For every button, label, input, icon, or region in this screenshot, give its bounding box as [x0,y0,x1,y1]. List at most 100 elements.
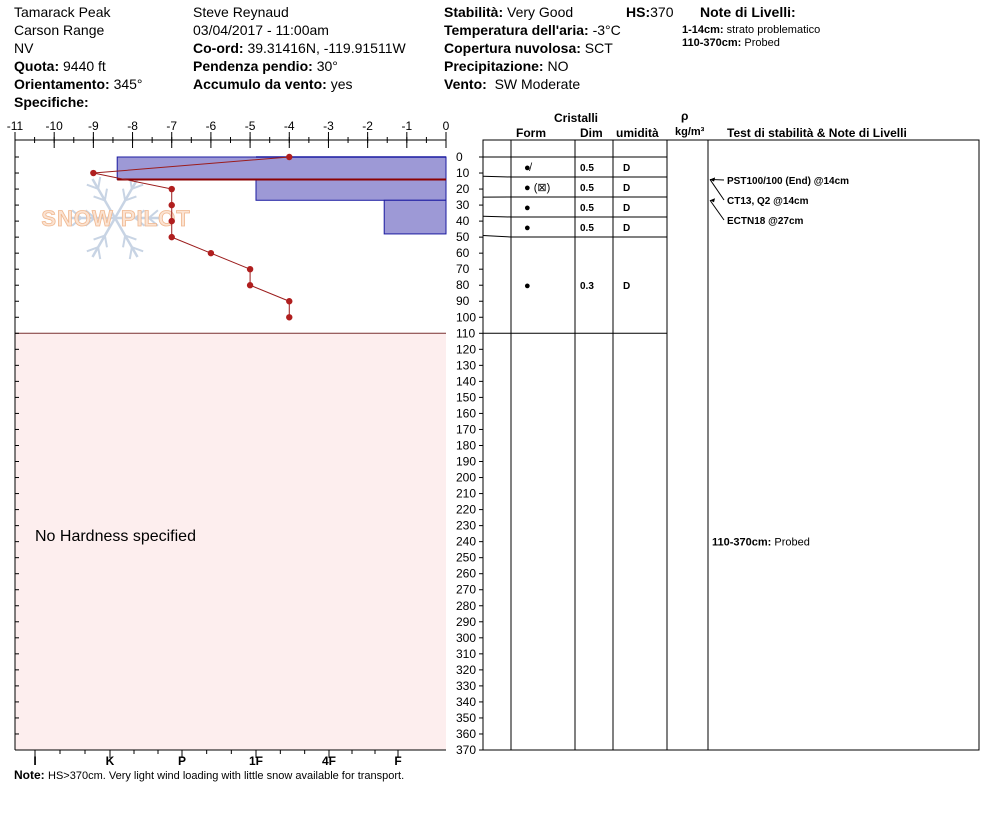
depth-label: 90 [456,294,470,308]
aspect-row: Orientamento: 345° [14,76,143,92]
datetime: 03/04/2017 - 11:00am [193,22,329,38]
temp-tick-label: -8 [127,119,138,133]
layer-size: 0.5 [580,223,594,234]
temp-tick-label: -11 [7,119,24,133]
stability-row: Stabilità: Very Good [444,4,574,20]
temperature-point [246,265,254,273]
snowflake-arm [91,217,117,258]
temperature-point [286,314,293,321]
temp-tick-label: -2 [362,119,373,133]
snowflake-arm [113,217,139,258]
hardness-layer [383,199,447,235]
snowflake-branch [97,176,102,189]
layer-moisture: D [623,223,630,234]
snowflake-branch [103,235,108,248]
layer-form: ● [524,202,531,214]
depth-label: 130 [456,358,476,372]
temp-tick-label: -7 [166,119,177,133]
temperature-point [207,249,215,257]
air-temp-row: Temperatura dell'aria: -3°C [444,22,621,38]
snowflake-branch [103,188,108,201]
depth-label: 20 [456,182,470,196]
layer-connector [482,175,512,178]
hardness-tick-label: K [106,754,115,768]
temp-tick-label: -3 [323,119,334,133]
temperature-point [246,282,254,289]
test-arrowhead [710,198,715,203]
depth-label: 120 [456,342,476,356]
depth-label: 60 [456,246,470,260]
layer-size: 0.5 [580,183,594,194]
watermark: SNOW PILOT [41,176,190,260]
test-arrow-line [709,179,725,201]
layer-size: 0.5 [580,163,594,174]
elevation-row: Quota: 9440 ft [14,58,106,74]
temperature-point [286,153,293,161]
snowflake-branch [93,234,106,241]
depth-label: 30 [456,198,470,212]
cloud-row: Copertura nuvolosa: SCT [444,40,613,56]
snowflake-branch [122,235,127,248]
test-arrow-line [709,199,725,221]
temp-tick-label: -10 [46,119,64,133]
wind-loading-row: Accumulo da vento: yes [193,76,353,92]
depth-label: 340 [456,695,476,709]
depth-label: 330 [456,679,476,693]
depth-label: 140 [456,374,476,388]
depth-label: 270 [456,583,476,597]
size-header: Dim [580,126,603,140]
temp-tick-label: -1 [401,119,412,133]
depth-label: 200 [456,471,476,485]
layers-table [482,139,980,751]
layer-note-1: 1-14cm: strato problematico [682,24,821,36]
depth-label: 310 [456,647,476,661]
stability-test-label: CT13, Q2 @14cm [727,196,809,207]
depth-label: 280 [456,599,476,613]
snowflake-branch [86,246,99,253]
tests-header: Test di stabilità & Note di Livelli [727,126,907,140]
slope-row: Pendenza pendio: 30° [193,58,338,74]
layer-form: ●̸ [524,162,533,174]
temp-tick-label: -4 [284,119,295,133]
depth-label: 260 [456,567,476,581]
depth-label: 300 [456,631,476,645]
depth-label: 10 [456,166,470,180]
snowflake-branch [131,246,144,253]
temperature-point [286,298,293,305]
depth-label: 150 [456,390,476,404]
density-unit: kg/m³ [675,126,705,138]
snowflake-branch [86,183,99,190]
temp-tick-label: 0 [443,119,450,133]
snowflake-branch [134,209,146,219]
test-arrowhead [710,177,715,182]
layer-connector [482,215,512,218]
snowflake-branch [93,195,106,202]
state: NV [14,40,34,56]
depth-label: 370 [456,743,476,757]
temperature-point [90,169,97,177]
snowflake-arm [113,178,139,219]
layer-form: ● [524,280,531,292]
depth-label: 240 [456,535,476,549]
temp-tick-label: -5 [245,119,256,133]
snowflake-branch [122,188,127,201]
hs-row: HS:370 [626,4,674,20]
snowflake-branch [97,247,102,260]
moisture-header: umidità [616,126,659,140]
hardness-tick-label: F [394,754,401,768]
temp-tick-label: -9 [88,119,99,133]
hardness-tick-label: P [178,754,186,768]
layer-moisture: D [623,163,630,174]
temperature-point [168,233,175,241]
unprofiled-area [15,333,446,750]
temperature-point [168,201,175,209]
depth-label: 230 [456,519,476,533]
snowflake-branch [71,217,82,227]
depth-label: 100 [456,310,476,324]
depth-label: 50 [456,230,470,244]
density-symbol: ρ [681,109,689,123]
wind-row: Vento: SW Moderate [444,76,581,92]
snowflake-branch [148,217,159,227]
layer-form: ● (⊠) [524,182,550,194]
